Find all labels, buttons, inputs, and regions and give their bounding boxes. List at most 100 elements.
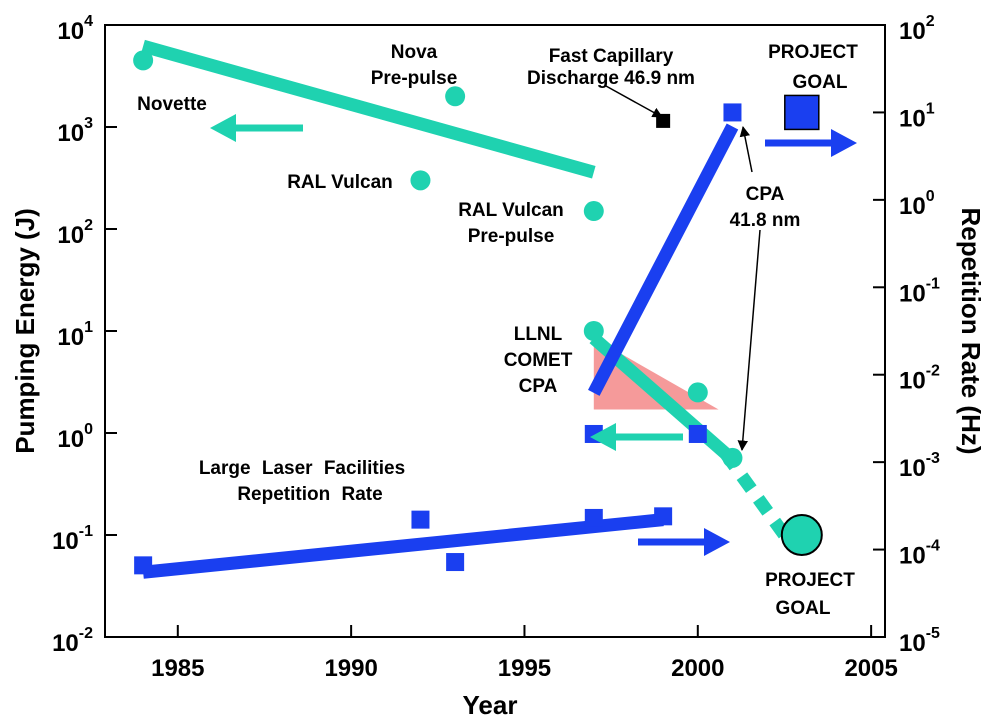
x-tick-label: 2000 — [671, 655, 724, 682]
trend-line — [588, 123, 739, 396]
annotation: Pre-pulse — [468, 226, 555, 247]
annotation: 41.8 nm — [730, 210, 801, 231]
tick-base: 10 — [57, 324, 84, 351]
plot-area — [133, 39, 823, 579]
x-tick-label: 2005 — [844, 655, 897, 682]
y2-tick-label: 100 — [899, 188, 935, 220]
tick-exponent: 3 — [84, 115, 93, 132]
y-axis-label: Pumping Energy (J) — [10, 208, 40, 454]
tick-base: 10 — [899, 543, 926, 570]
tick-exponent: -2 — [79, 625, 93, 642]
y2-tick-label: 101 — [899, 100, 935, 132]
data-point — [583, 321, 604, 341]
tick-base: 10 — [899, 630, 926, 657]
annotation: RAL Vulcan — [458, 200, 564, 221]
data-point — [784, 94, 820, 131]
data-point — [411, 510, 430, 529]
tick-exponent: 0 — [84, 421, 93, 438]
data-point — [584, 508, 603, 527]
annotation: CPA — [746, 184, 785, 205]
data-point — [583, 201, 604, 222]
tick-exponent: 2 — [926, 13, 935, 30]
data-point — [446, 553, 465, 572]
tick-base: 10 — [899, 368, 926, 395]
annotation: PROJECT — [765, 570, 855, 591]
x-tick-label: 1990 — [324, 655, 377, 682]
tick-base: 10 — [52, 528, 79, 555]
shaded-region — [593, 338, 719, 410]
data-point — [410, 170, 431, 191]
annotation: Fast Capillary — [549, 46, 674, 67]
arrow-head — [831, 129, 857, 157]
data-point — [654, 507, 673, 526]
arrow-head — [590, 423, 616, 451]
x-tick-label: 1995 — [498, 655, 551, 682]
y2-tick-label: 102 — [899, 13, 935, 45]
annotation: CPA — [519, 376, 558, 397]
tick-exponent: -2 — [926, 363, 940, 380]
data-point — [780, 514, 823, 556]
tick-base: 10 — [899, 193, 926, 220]
tick-exponent: -5 — [926, 625, 940, 642]
data-point — [133, 50, 154, 71]
y2-tick-label: 10-5 — [899, 625, 940, 657]
direction-arrows — [210, 85, 857, 556]
tick-base: 10 — [57, 18, 84, 45]
annotation: Nova — [391, 42, 438, 63]
data-point — [445, 86, 466, 107]
y-tick-label: 102 — [57, 217, 93, 249]
annotation: Discharge 46.9 nm — [527, 68, 695, 89]
tick-base: 10 — [57, 426, 84, 453]
tick-base: 10 — [899, 18, 926, 45]
data-point — [723, 103, 742, 122]
arrow-head — [210, 114, 236, 142]
annotation-arrow — [739, 125, 753, 173]
y2-tick-label: 10-2 — [899, 363, 940, 395]
tick-exponent: -4 — [926, 538, 940, 555]
annotation: GOAL — [776, 598, 831, 619]
y2-tick-label: 10-4 — [899, 538, 940, 570]
annotation: Repetition Rate — [237, 484, 382, 505]
y2-tick-label: 10-1 — [899, 275, 940, 307]
annotation: PROJECT — [768, 42, 858, 63]
y-tick-label: 103 — [57, 115, 93, 147]
data-point — [688, 424, 707, 443]
annotation: COMET — [504, 350, 573, 371]
annotation: GOAL — [793, 72, 848, 93]
y-tick-label: 10-1 — [52, 523, 93, 555]
annotation: LLNL — [514, 324, 563, 345]
tick-exponent: 1 — [84, 319, 93, 336]
tick-exponent: 0 — [926, 188, 935, 205]
trend-line — [142, 513, 664, 579]
y2-tick-label: 10-3 — [899, 450, 940, 482]
annotation-arrow — [605, 85, 663, 118]
tick-base: 10 — [57, 222, 84, 249]
annotation: Pre-pulse — [371, 68, 458, 89]
tick-exponent: 2 — [84, 217, 93, 234]
tick-base: 10 — [899, 105, 926, 132]
annotation-arrow — [737, 229, 761, 452]
y-tick-label: 100 — [57, 421, 93, 453]
x-axis-label: Year — [463, 690, 518, 720]
tick-exponent: 1 — [926, 100, 935, 117]
tick-base: 10 — [899, 455, 926, 482]
arrow-head — [704, 528, 730, 556]
y2-axis-label: Repetition Rate (Hz) — [956, 208, 986, 455]
tick-base: 10 — [899, 280, 926, 307]
tick-exponent: -1 — [926, 275, 940, 292]
annotation: RAL Vulcan — [287, 172, 393, 193]
tick-exponent: 4 — [84, 13, 93, 30]
x-tick-label: 1985 — [151, 655, 204, 682]
annotation: Novette — [137, 94, 207, 115]
data-point — [134, 556, 153, 575]
plot-frame — [104, 24, 886, 638]
data-point — [687, 382, 708, 403]
tick-exponent: -3 — [926, 450, 940, 467]
y-tick-label: 10-2 — [52, 625, 93, 657]
tick-exponent: -1 — [79, 523, 93, 540]
annotation: Large Laser Facilities — [199, 458, 405, 479]
tick-base: 10 — [57, 120, 84, 147]
y-tick-label: 101 — [57, 319, 93, 351]
